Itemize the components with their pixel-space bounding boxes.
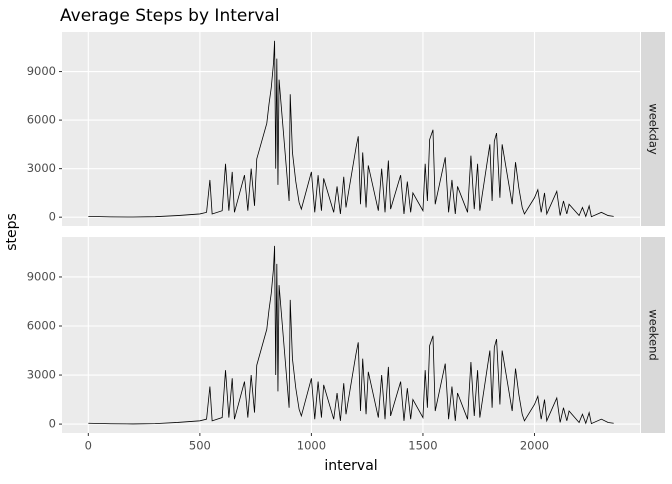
y-tick-label: 3000 (27, 368, 56, 382)
y-tick-label: 6000 (27, 113, 56, 127)
facet-label: weekend (647, 309, 661, 360)
x-tick-label: 2000 (520, 439, 549, 453)
panel-background (62, 237, 640, 433)
y-tick-label: 6000 (27, 319, 56, 333)
facet-label: weekday (647, 103, 661, 155)
data-line (88, 40, 614, 218)
x-axis-title: interval (324, 458, 377, 474)
chart-title: Average Steps by Interval (60, 6, 280, 26)
y-tick-label: 9000 (27, 64, 56, 78)
x-tick-label: 500 (189, 439, 211, 453)
facet-strip (641, 32, 665, 226)
data-line (88, 245, 614, 425)
y-tick-label: 0 (49, 417, 56, 431)
y-tick-label: 3000 (27, 161, 56, 175)
x-tick-label: 1500 (408, 439, 437, 453)
panel-background (62, 32, 640, 226)
facet-strip (641, 237, 665, 433)
y-tick-label: 9000 (27, 269, 56, 283)
x-tick-label: 0 (85, 439, 92, 453)
y-tick-label: 0 (49, 210, 56, 224)
x-tick-label: 1000 (297, 439, 326, 453)
y-axis-title: steps (4, 213, 20, 251)
